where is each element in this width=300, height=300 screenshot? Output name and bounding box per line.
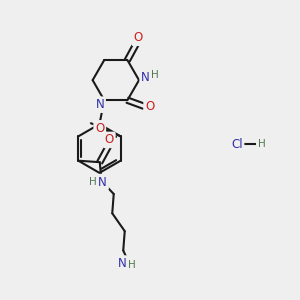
Text: N: N: [117, 257, 126, 270]
Text: N: N: [95, 98, 104, 111]
Text: O: O: [105, 134, 114, 146]
Text: H: H: [89, 176, 97, 187]
Text: O: O: [133, 31, 142, 44]
Text: H: H: [258, 139, 265, 149]
Text: O: O: [95, 122, 104, 135]
Text: Cl: Cl: [231, 138, 243, 151]
Text: N: N: [98, 176, 107, 189]
Text: H: H: [128, 260, 135, 270]
Text: H: H: [151, 70, 158, 80]
Text: N: N: [141, 71, 150, 84]
Text: O: O: [145, 100, 154, 113]
